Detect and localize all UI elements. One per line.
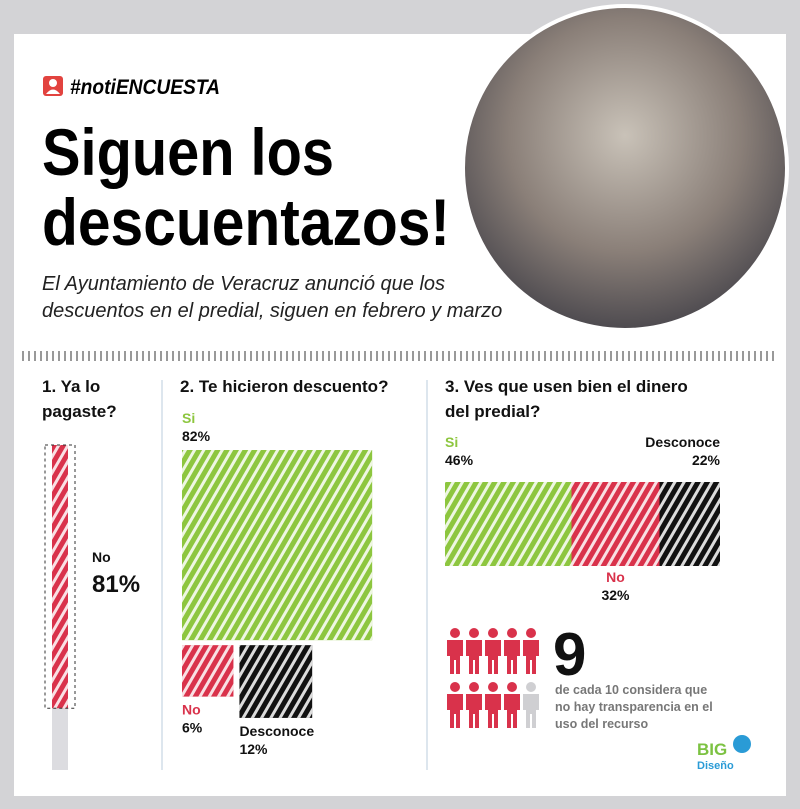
person-body [504, 640, 520, 674]
person-body [447, 694, 463, 728]
person-head [507, 682, 517, 692]
person-icon [523, 682, 539, 728]
person-body [485, 640, 501, 674]
question-title: pagaste? [42, 402, 117, 421]
person-icon [466, 682, 482, 728]
person-head [450, 628, 460, 638]
person-head [469, 682, 479, 692]
square [239, 645, 313, 718]
square-stripes [182, 450, 373, 641]
brand-logo [733, 735, 751, 753]
title: descuentazos! [42, 185, 450, 259]
person-head [469, 628, 479, 638]
bar-stripes [52, 445, 68, 709]
question-title: 2. Te hicieron descuento? [180, 377, 388, 396]
square-stripes [182, 645, 234, 697]
title: Siguen los [42, 115, 334, 189]
person-body [447, 640, 463, 674]
answer-value: 6% [182, 720, 203, 736]
person-icon [466, 628, 482, 674]
answer-value: 82% [182, 428, 211, 444]
person-body [523, 694, 539, 728]
person-body [466, 640, 482, 674]
tag: #notiENCUESTA [70, 76, 220, 99]
answer-value: 32% [601, 587, 630, 603]
person-icon [485, 628, 501, 674]
square [182, 450, 373, 641]
answer-label: No [606, 569, 625, 585]
bar [52, 445, 68, 709]
stat-text: uso del recurso [555, 717, 648, 731]
answer-label: Desconoce [645, 434, 720, 450]
answer-label: No [182, 702, 201, 718]
question-title: 1. Ya lo [42, 377, 100, 396]
segment-stripes [445, 482, 572, 566]
person-head [450, 682, 460, 692]
answer-value: 22% [692, 452, 721, 468]
bar-outline [44, 444, 76, 709]
square [182, 645, 234, 697]
person-icon [485, 682, 501, 728]
answer-label: No [92, 549, 111, 565]
person-icon [504, 682, 520, 728]
person-icon [447, 682, 463, 728]
person-icon [504, 628, 520, 674]
question-title: del predial? [445, 402, 540, 421]
question-title: 3. Ves que usen bien el dinero [445, 377, 688, 396]
person-head [488, 628, 498, 638]
square-stripes [239, 645, 313, 718]
person-icon [447, 628, 463, 674]
person-head [507, 628, 517, 638]
person-body [485, 694, 501, 728]
tag-icon-body [46, 89, 60, 94]
answer-value: 46% [445, 452, 474, 468]
person-body [466, 694, 482, 728]
answer-label: Si [445, 434, 458, 450]
answer-value: 81% [92, 571, 140, 598]
subtitle: El Ayuntamiento de Veracruz anunció que … [42, 273, 445, 295]
answer-value: 12% [239, 741, 268, 757]
segment-stripes [659, 482, 720, 566]
answer-label: Si [182, 410, 195, 426]
brand-name: BIG [697, 740, 727, 759]
segment [571, 482, 660, 566]
stat-count: 9 [553, 621, 586, 688]
person-icon [523, 628, 539, 674]
tag-icon-head [49, 79, 57, 87]
segment [445, 482, 572, 566]
person-head [526, 628, 536, 638]
stat-text: no hay transparencia en el [555, 700, 713, 714]
answer-label: Desconoce [239, 723, 314, 739]
subtitle: descuentos en el predial, siguen en febr… [42, 300, 502, 322]
person-body [504, 694, 520, 728]
stat-text: de cada 10 considera que [555, 683, 707, 697]
person-head [488, 682, 498, 692]
person-body [523, 640, 539, 674]
brand-sub: Diseño [697, 760, 734, 772]
segment [659, 482, 720, 566]
person-head [526, 682, 536, 692]
photo [461, 4, 789, 332]
segment-stripes [571, 482, 660, 566]
